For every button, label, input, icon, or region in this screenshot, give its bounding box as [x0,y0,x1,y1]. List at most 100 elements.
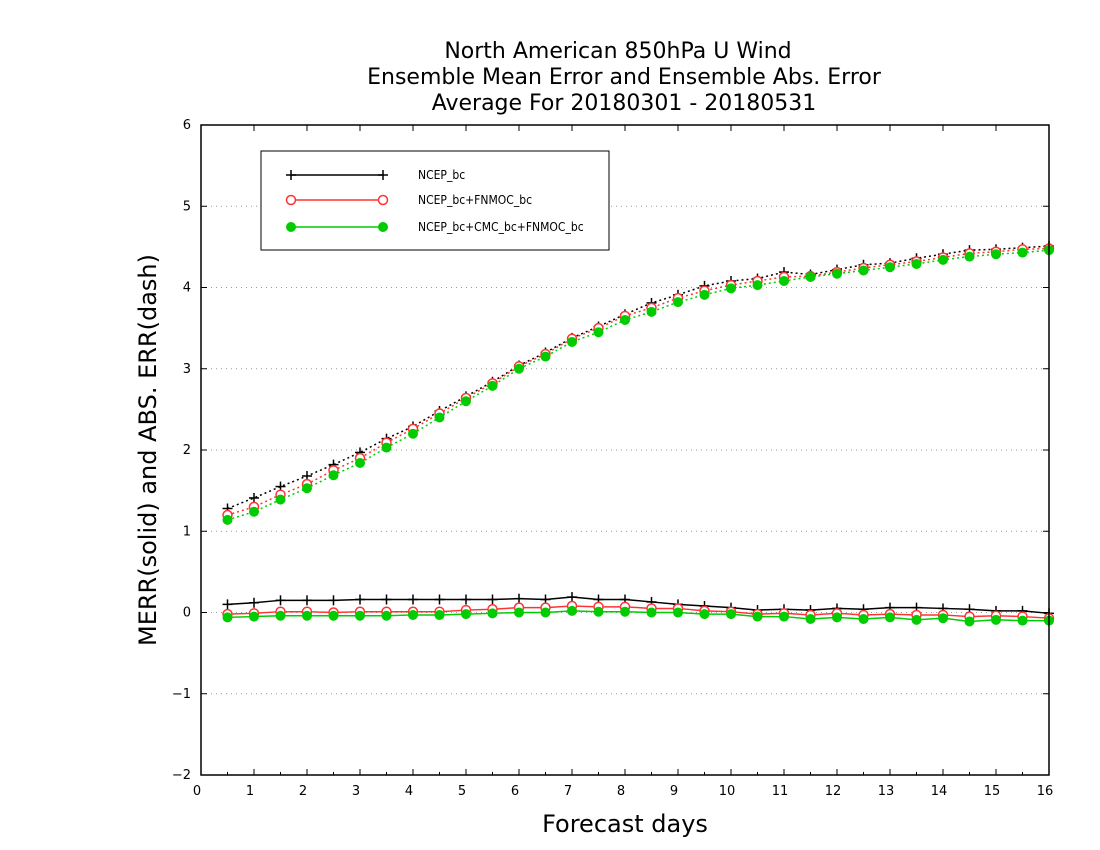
x-tick-label: 15 [984,784,1001,799]
abs-err-point [673,297,683,308]
merr-point [858,614,869,624]
y-tick-label: 3 [183,362,191,377]
abs-err-point [620,315,630,325]
merr-point [249,611,259,622]
x-tick-label: 2 [299,784,307,799]
abs-err-line [227,249,1050,521]
y-tick-label: −1 [172,687,191,702]
series-layer [222,241,1055,627]
x-tick-label: 4 [405,784,413,799]
merr-point [514,607,524,618]
x-tick-label: 14 [931,784,948,799]
abs-err-point [805,271,816,282]
x-tick-label: 10 [719,784,736,799]
merr-point [1017,615,1028,626]
legend-marker [377,194,389,206]
abs-err-point [726,283,736,294]
y-tick-label: 6 [183,118,191,133]
merr-point [726,609,736,620]
y-tick-label: 1 [183,524,191,539]
abs-err-point [779,276,789,286]
series-3 [222,245,1054,627]
legend-marker [285,194,297,206]
merr-point [487,608,498,619]
merr-point [567,605,577,616]
merr-point [911,614,922,625]
abs-err-point [964,251,975,262]
chart-title: North American 850hPa U Wind Ensemble Me… [367,39,882,116]
y-tick-label: 4 [183,281,191,296]
y-tick-label: 2 [183,443,191,458]
legend-label: NCEP_bc+FNMOC_bc [418,193,532,207]
legend-label: NCEP_bc [418,168,465,182]
x-tick-label: 12 [825,784,842,799]
y-tick-label: −2 [172,768,191,783]
abs-err-point [1017,247,1028,258]
legend-entry-3: NCEP_bc+CMC_bc+FNMOC_bc [286,220,584,234]
merr-point [302,610,312,621]
merr-point [408,609,418,620]
abs-err-line [227,247,1050,516]
y-axis: −2 −1 0 1 2 3 4 5 6 [172,118,1049,783]
series-2 [222,243,1055,624]
merr-point [593,606,604,617]
gridlines [201,205,1049,695]
y-axis-title: MERR(solid) and ABS. ERR(dash) [134,254,162,646]
abs-err-point [593,327,604,338]
y-tick-label: 0 [183,606,191,621]
abs-err-point [540,351,551,362]
merr-point [461,609,471,620]
x-tick-label: 16 [1037,784,1054,799]
x-tick-label: 6 [511,784,519,799]
merr-point [275,610,286,621]
abs-err-line [227,245,1050,510]
title-line-3: Average For 20180301 - 20180531 [432,91,817,116]
abs-err-point [699,289,710,300]
abs-err-point [991,249,1001,260]
abs-err-point [567,336,577,347]
legend-entry-2: NCEP_bc+FNMOC_bc [285,193,532,207]
x-axis-title: Forecast days [542,810,708,838]
merr-point [964,616,975,627]
abs-err-point [885,262,895,273]
abs-err-point [408,428,418,439]
x-tick-label: 8 [617,784,625,799]
merr-point [938,613,948,624]
abs-err-point [302,483,312,494]
merr-point [222,612,233,623]
abs-err-point [355,458,365,468]
x-tick-label: 13 [878,784,895,799]
x-tick-label: 0 [193,784,201,799]
abs-err-point [434,412,445,423]
merr-point [805,614,816,624]
abs-err-point [275,494,286,505]
abs-err-point [858,265,869,276]
merr-point [779,611,789,622]
abs-err-point [514,363,524,374]
abs-err-point [911,258,922,269]
abs-err-point [381,442,392,453]
abs-err-point [752,280,763,291]
merr-point [673,607,683,618]
merr-point [381,610,392,621]
x-tick-label: 9 [670,784,678,799]
x-tick-label: 3 [352,784,360,799]
merr-point [646,607,657,618]
abs-err-point [646,306,657,317]
abs-err-point [938,254,948,265]
x-axis: 0 1 2 3 4 5 6 7 8 9 10 11 12 13 14 15 16 [193,125,1053,799]
merr-point [699,609,710,620]
x-tick-label: 5 [458,784,466,799]
legend-marker [378,222,388,232]
abs-err-point [832,268,842,279]
merr-point [752,611,763,622]
merr-line [227,596,1050,615]
merr-point [885,612,895,623]
title-line-2: Ensemble Mean Error and Ensemble Abs. Er… [367,65,882,90]
abs-err-point [328,470,339,481]
y-tick-label: 5 [183,199,191,214]
merr-point [434,609,445,620]
merr-point [328,610,339,621]
x-tick-label: 7 [564,784,572,799]
